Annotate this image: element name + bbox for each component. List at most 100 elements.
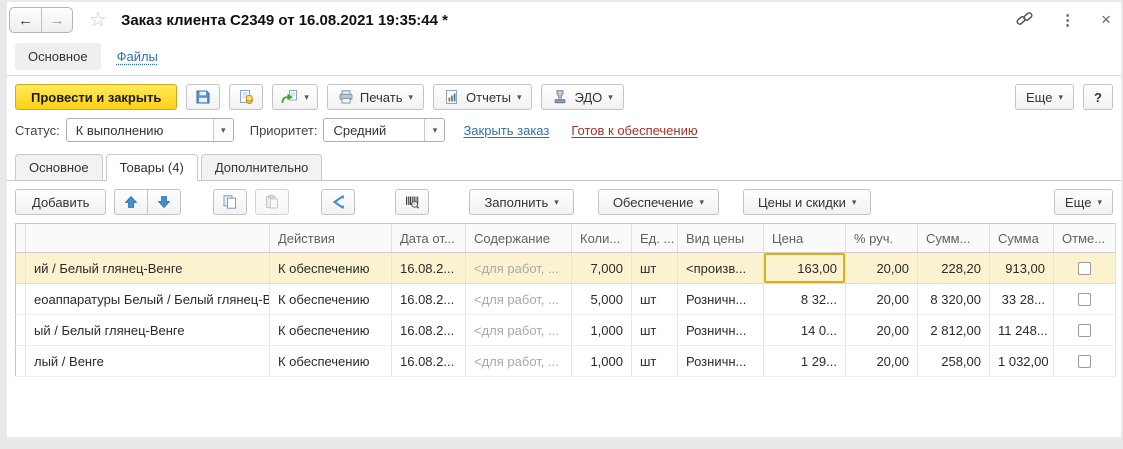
- cell-unit[interactable]: шт: [631, 283, 678, 315]
- fill-button[interactable]: Заполнить ▾: [469, 189, 574, 215]
- help-button[interactable]: ?: [1083, 84, 1113, 110]
- row-checkbox[interactable]: [1078, 261, 1091, 275]
- row-checkbox[interactable]: [1078, 354, 1091, 368]
- cell-sum-short[interactable]: 2 812,00: [917, 314, 990, 346]
- cell-nomenclature[interactable]: еоаппаратуры Белый / Белый глянец-Венге: [25, 283, 270, 315]
- cell-actions[interactable]: К обеспечению: [269, 314, 392, 346]
- cell-date[interactable]: 16.08.2...: [391, 314, 466, 346]
- cell-price[interactable]: 1 29...: [763, 345, 846, 377]
- add-row-button[interactable]: Добавить: [15, 189, 107, 215]
- cell-sum[interactable]: 913,00: [989, 252, 1054, 284]
- cell-content[interactable]: <для работ, ...: [465, 314, 572, 346]
- nav-tab-files[interactable]: Файлы: [116, 49, 158, 64]
- cell-content[interactable]: <для работ, ...: [465, 252, 572, 284]
- more-button[interactable]: Еще ▾: [1015, 84, 1074, 110]
- cell-qty[interactable]: 1,000: [571, 314, 632, 346]
- cell-price[interactable]: 14 0...: [763, 314, 846, 346]
- cell-date[interactable]: 16.08.2...: [391, 252, 466, 284]
- cell-cancel[interactable]: [1053, 314, 1116, 346]
- priority-select-dropdown-button[interactable]: ▾: [424, 119, 445, 141]
- header-actions[interactable]: Действия: [269, 223, 392, 253]
- nav-tab-main[interactable]: Основное: [15, 43, 101, 70]
- header-cancel[interactable]: Отме...: [1053, 223, 1116, 253]
- table-row[interactable]: ий / Белый глянец-Венге К обеспечению 16…: [15, 252, 1116, 284]
- move-row-down-button[interactable]: [147, 189, 182, 215]
- cell-cancel[interactable]: [1053, 345, 1116, 377]
- supply-button[interactable]: Обеспечение ▾: [597, 189, 719, 215]
- cell-actions[interactable]: К обеспечению: [269, 345, 392, 377]
- header-qty[interactable]: Коли...: [571, 223, 632, 253]
- cell-price[interactable]: 8 32...: [763, 283, 846, 315]
- table-row[interactable]: еоаппаратуры Белый / Белый глянец-Венге …: [15, 283, 1116, 315]
- table-row[interactable]: ый / Белый глянец-Венге К обеспечению 16…: [15, 314, 1116, 346]
- header-manual-pct[interactable]: % руч.: [845, 223, 918, 253]
- cell-sum[interactable]: 11 248...: [989, 314, 1054, 346]
- tab-goods[interactable]: Товары (4): [105, 154, 198, 181]
- cell-nomenclature[interactable]: ий / Белый глянец-Венге: [25, 252, 270, 284]
- cell-date[interactable]: 16.08.2...: [391, 283, 466, 315]
- cell-cancel[interactable]: [1053, 252, 1116, 284]
- more-menu-button[interactable]: ⋮: [1060, 11, 1075, 29]
- cell-price-kind[interactable]: <произв...: [677, 252, 764, 284]
- prices-discounts-button[interactable]: Цены и скидки ▾: [743, 189, 872, 215]
- cell-sum[interactable]: 1 032,00: [989, 345, 1054, 377]
- edo-button[interactable]: ЭДО ▾: [541, 84, 624, 110]
- reports-button[interactable]: Отчеты ▾: [433, 84, 533, 110]
- cell-qty[interactable]: 1,000: [571, 345, 632, 377]
- header-nomenclature[interactable]: [25, 223, 270, 253]
- tab-main[interactable]: Основное: [15, 154, 103, 181]
- cell-content[interactable]: <для работ, ...: [465, 283, 572, 315]
- cell-unit[interactable]: шт: [631, 314, 678, 346]
- ready-for-supply-link[interactable]: Готов к обеспечению: [571, 122, 698, 138]
- close-button[interactable]: ×: [1101, 10, 1111, 30]
- cell-nomenclature[interactable]: ый / Белый глянец-Венге: [25, 314, 270, 346]
- forward-button[interactable]: →: [41, 8, 72, 32]
- favorite-star-icon[interactable]: ☆: [89, 9, 107, 31]
- cell-unit[interactable]: шт: [631, 345, 678, 377]
- barcode-scan-button[interactable]: [395, 189, 430, 215]
- table-more-button[interactable]: Еще ▾: [1054, 189, 1113, 215]
- cell-sum-short[interactable]: 228,20: [917, 252, 990, 284]
- cell-price-kind[interactable]: Розничн...: [677, 314, 764, 346]
- cell-sum-short[interactable]: 8 320,00: [917, 283, 990, 315]
- tab-additional[interactable]: Дополнительно: [200, 154, 323, 181]
- cell-qty[interactable]: 5,000: [571, 283, 632, 315]
- cell-manual-pct[interactable]: 20,00: [845, 283, 918, 315]
- close-order-link[interactable]: Закрыть заказ: [463, 122, 550, 138]
- cell-content[interactable]: <для работ, ...: [465, 345, 572, 377]
- cell-manual-pct[interactable]: 20,00: [845, 252, 918, 284]
- row-checkbox[interactable]: [1078, 323, 1091, 337]
- paste-row-button[interactable]: [255, 189, 290, 215]
- cell-date[interactable]: 16.08.2...: [391, 345, 466, 377]
- cell-price-kind[interactable]: Розничн...: [677, 283, 764, 315]
- post-document-button[interactable]: [229, 84, 264, 110]
- header-sum-short[interactable]: Сумм...: [917, 223, 990, 253]
- header-price-kind[interactable]: Вид цены: [677, 223, 764, 253]
- row-checkbox[interactable]: [1078, 292, 1091, 306]
- save-button[interactable]: [186, 84, 221, 110]
- status-select[interactable]: К выполнению ▾: [65, 118, 234, 142]
- cell-manual-pct[interactable]: 20,00: [845, 345, 918, 377]
- cell-actions[interactable]: К обеспечению: [269, 283, 392, 315]
- header-sum[interactable]: Сумма: [989, 223, 1054, 253]
- print-button[interactable]: Печать ▾: [326, 84, 424, 110]
- cell-nomenclature[interactable]: лый / Венге: [25, 345, 270, 377]
- cell-price-selected[interactable]: 163,00: [763, 252, 846, 284]
- back-button[interactable]: ←: [10, 8, 41, 32]
- cell-cancel[interactable]: [1053, 283, 1116, 315]
- header-unit[interactable]: Ед. ...: [631, 223, 678, 253]
- cell-sum[interactable]: 33 28...: [989, 283, 1054, 315]
- header-date[interactable]: Дата от...: [391, 223, 466, 253]
- cell-price-kind[interactable]: Розничн...: [677, 345, 764, 377]
- copy-row-button[interactable]: [213, 189, 248, 215]
- table-row[interactable]: лый / Венге К обеспечению 16.08.2... <дл…: [15, 345, 1116, 377]
- cell-unit[interactable]: шт: [631, 252, 678, 284]
- discuss-button[interactable]: [321, 189, 356, 215]
- cell-qty[interactable]: 7,000: [571, 252, 632, 284]
- post-and-close-button[interactable]: Провести и закрыть: [15, 84, 178, 110]
- copy-link-button[interactable]: [1015, 9, 1034, 31]
- status-select-dropdown-button[interactable]: ▾: [212, 119, 233, 141]
- priority-select[interactable]: Средний ▾: [323, 118, 446, 142]
- header-price[interactable]: Цена: [763, 223, 846, 253]
- cell-manual-pct[interactable]: 20,00: [845, 314, 918, 346]
